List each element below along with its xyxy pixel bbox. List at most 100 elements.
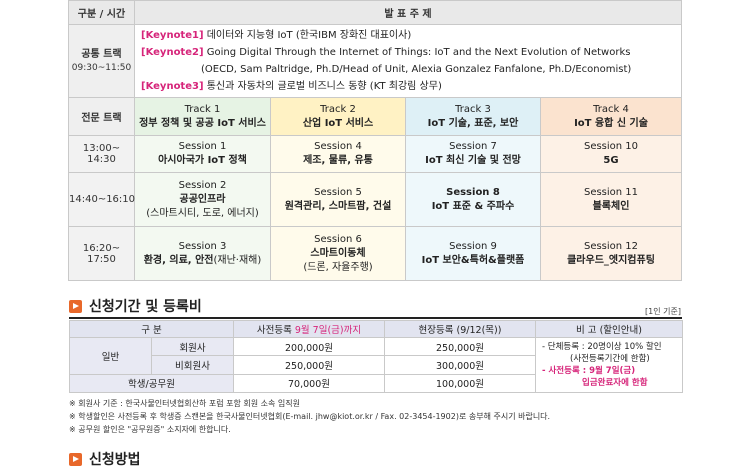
registration-divider bbox=[69, 317, 682, 319]
footnote-official: ※ 공무원 할인은 "공무원증" 소지자에 한합니다. bbox=[69, 425, 231, 434]
session-3-name: 환경, 의료, 안전 bbox=[143, 254, 214, 266]
session-4-number: Session 4 bbox=[314, 141, 362, 152]
session-2-subtitle: (스마트시티, 도로, 에너지) bbox=[146, 207, 259, 219]
session-8-name: IoT 표준 & 주파수 bbox=[431, 200, 515, 212]
remarks-header: 비 고 (할인안내) bbox=[535, 320, 683, 338]
session-12-number: Session 12 bbox=[583, 240, 639, 252]
track-4-name: IoT 융합 신 기술 bbox=[574, 117, 648, 129]
session-11-name: 블록체인 bbox=[592, 200, 630, 212]
common-track-cell: 공통 트랙 09:30~11:50 bbox=[68, 24, 135, 98]
keynote-1-text: 데이터와 지능형 IoT (한국IBM 장화진 대표이사) bbox=[206, 30, 412, 41]
keynote-3-text: 통신과 자동차의 글로벌 비즈니스 동향 (KT 최강림 상무) bbox=[206, 81, 442, 92]
session-2-cell: Session 2 공공인프라 (스마트시티, 도로, 에너지) bbox=[134, 172, 271, 227]
session-2-number: Session 2 bbox=[178, 179, 227, 191]
session-3-number: Session 3 bbox=[178, 240, 227, 252]
common-track-time: 09:30~11:50 bbox=[71, 62, 132, 73]
track-2-header: Track 2 산업 IoT 서비스 bbox=[270, 97, 406, 136]
specialized-track-label: 전문 트랙 bbox=[68, 97, 135, 136]
presentation-topic-header: 발 표 주 제 bbox=[134, 0, 682, 25]
session-7-name: IoT 최신 기술 및 전망 bbox=[425, 155, 521, 166]
track-2-name: 산업 IoT 서비스 bbox=[302, 117, 374, 129]
student-onsite-fee: 100,000원 bbox=[384, 373, 536, 394]
keynote-2: [Keynote2] Going Digital Through the Int… bbox=[141, 44, 675, 61]
session-7-cell: Session 7 IoT 최신 기술 및 전망 bbox=[405, 135, 541, 173]
registration-title: 신청기간 및 등록비 bbox=[89, 299, 202, 315]
program-table: 구분 / 시간 발 표 주 제 공통 트랙 09:30~11:50 [Keyno… bbox=[68, 0, 682, 281]
footnotes: ※ 회원사 기준 : 한국사물인터넷협회산하 포럼 포함 회원 소속 임직원 ※… bbox=[69, 397, 550, 436]
session-3-cell: Session 3 환경, 의료, 안전(재난·재해) bbox=[134, 226, 271, 281]
early-registration-condition: 입금완료자에 한함 bbox=[582, 378, 648, 388]
fee-category-header: 구 분 bbox=[69, 320, 234, 338]
session-8-number: Session 8 bbox=[446, 186, 500, 198]
keynote-2-text: Going Digital Through the Internet of Th… bbox=[206, 47, 631, 58]
member-early-fee: 200,000원 bbox=[233, 336, 385, 357]
group-discount-note: - 단체등록 : 20명이상 10% 할인 bbox=[542, 342, 662, 352]
track-1-name: 정부 정책 및 공공 IoT 서비스 bbox=[139, 117, 266, 129]
session-6-name: 스마트이동체 bbox=[310, 247, 366, 259]
keynote-1: [Keynote1] 데이터와 지능형 IoT (한국IBM 장화진 대표이사) bbox=[141, 27, 675, 44]
session-8-cell: Session 8 IoT 표준 & 주파수 bbox=[405, 172, 541, 227]
track-2-number: Track 2 bbox=[320, 103, 356, 115]
member-onsite-fee: 250,000원 bbox=[384, 336, 536, 357]
session-3-name-line: 환경, 의료, 안전(재난·재해) bbox=[135, 254, 270, 268]
footnote-member: ※ 회원사 기준 : 한국사물인터넷협회산하 포럼 포함 회원 소속 임직원 bbox=[69, 399, 301, 408]
play-arrow-icon bbox=[69, 452, 82, 466]
track-1-number: Track 1 bbox=[184, 103, 221, 115]
member-label: 회원사 bbox=[151, 336, 234, 357]
session-5-number: Session 5 bbox=[314, 186, 362, 198]
track-3-name: IoT 기술, 표준, 보안 bbox=[427, 117, 519, 129]
student-official-label: 학생/공무원 bbox=[69, 373, 234, 394]
group-discount-condition: (사전등록기간에 한함) bbox=[570, 354, 650, 364]
track-1-header: Track 1 정부 정책 및 공공 IoT 서비스 bbox=[134, 97, 271, 136]
student-early-fee: 70,000원 bbox=[233, 373, 385, 394]
session-11-cell: Session 11 블록체인 bbox=[540, 172, 682, 227]
non-member-onsite-fee: 300,000원 bbox=[384, 355, 536, 375]
session-10-cell: Session 10 5G bbox=[540, 135, 682, 173]
non-member-label: 비회원사 bbox=[151, 355, 234, 375]
early-registration-note: - 사전등록 : 9월 7일(금) bbox=[542, 366, 636, 376]
session-2-name: 공공인프라 bbox=[179, 193, 226, 205]
keynote-3-tag: [Keynote3] bbox=[141, 81, 204, 92]
application-method-title: 신청방법 bbox=[89, 452, 141, 468]
general-category-label: 일반 bbox=[69, 337, 152, 375]
session-1-name: 아시아국가 IoT 정책 bbox=[158, 155, 247, 166]
session-6-number: Session 6 bbox=[314, 233, 362, 245]
time-slot-2: 14:40~16:10 bbox=[68, 172, 135, 227]
track-4-number: Track 4 bbox=[593, 103, 629, 115]
session-6-subtitle: (드론, 자율주행) bbox=[303, 261, 373, 273]
keynote-list: [Keynote1] 데이터와 지능형 IoT (한국IBM 장화진 대표이사)… bbox=[134, 24, 682, 98]
division-time-header: 구분 / 시간 bbox=[68, 0, 135, 25]
session-10-name: 5G bbox=[603, 155, 619, 166]
session-3-name-suffix: (재난·재해) bbox=[213, 254, 262, 266]
footnote-student: ※ 학생할인은 사전등록 후 학생증 스캔본을 한국사물인터넷협회(E-mail… bbox=[69, 412, 551, 421]
track-4-header: Track 4 IoT 융합 신 기술 bbox=[540, 97, 682, 136]
common-track-label: 공통 트랙 bbox=[81, 48, 122, 60]
time-slot-3: 16:20~ 17:50 bbox=[68, 226, 135, 281]
onsite-registration-header: 현장등록 (9/12(목)) bbox=[384, 320, 536, 338]
track-3-number: Track 3 bbox=[455, 103, 491, 115]
session-12-cell: Session 12 클라우드_엣지컴퓨팅 bbox=[540, 226, 682, 281]
session-10-number: Session 10 bbox=[583, 141, 639, 152]
session-4-name: 제조, 물류, 유통 bbox=[303, 155, 373, 166]
application-method-heading: 신청방법 bbox=[69, 449, 141, 468]
session-6-cell: Session 6 스마트이동체 (드론, 자율주행) bbox=[270, 226, 406, 281]
unit-note: [1인 기준] bbox=[645, 307, 681, 316]
session-9-number: Session 9 bbox=[449, 240, 497, 252]
time-slot-1: 13:00~ 14:30 bbox=[68, 135, 135, 173]
keynote-3: [Keynote3] 통신과 자동차의 글로벌 비즈니스 동향 (KT 최강림 … bbox=[141, 78, 675, 95]
discount-notes: - 단체등록 : 20명이상 10% 할인 (사전등록기간에 한함) - 사전등… bbox=[535, 337, 683, 393]
session-5-cell: Session 5 원격관리, 스마트팜, 건설 bbox=[270, 172, 406, 227]
keynote-1-tag: [Keynote1] bbox=[141, 30, 204, 41]
early-registration-deadline: 9월 7일(금)까지 bbox=[294, 325, 362, 336]
registration-heading: 신청기간 및 등록비 bbox=[69, 296, 202, 316]
session-4-cell: Session 4 제조, 물류, 유통 bbox=[270, 135, 406, 173]
session-9-cell: Session 9 IoT 보안&특허&플랫폼 bbox=[405, 226, 541, 281]
early-registration-header: 사전등록 9월 7일(금)까지 bbox=[233, 320, 385, 338]
session-12-name: 클라우드_엣지컴퓨팅 bbox=[567, 254, 655, 266]
non-member-early-fee: 250,000원 bbox=[233, 355, 385, 375]
keynote-2-affiliation: (OECD, Sam Paltridge, Ph.D/Head of Unit,… bbox=[201, 64, 632, 75]
session-1-number: Session 1 bbox=[178, 141, 227, 152]
session-11-number: Session 11 bbox=[583, 186, 639, 198]
early-registration-label: 사전등록 bbox=[256, 325, 292, 336]
track-3-header: Track 3 IoT 기술, 표준, 보안 bbox=[405, 97, 541, 136]
